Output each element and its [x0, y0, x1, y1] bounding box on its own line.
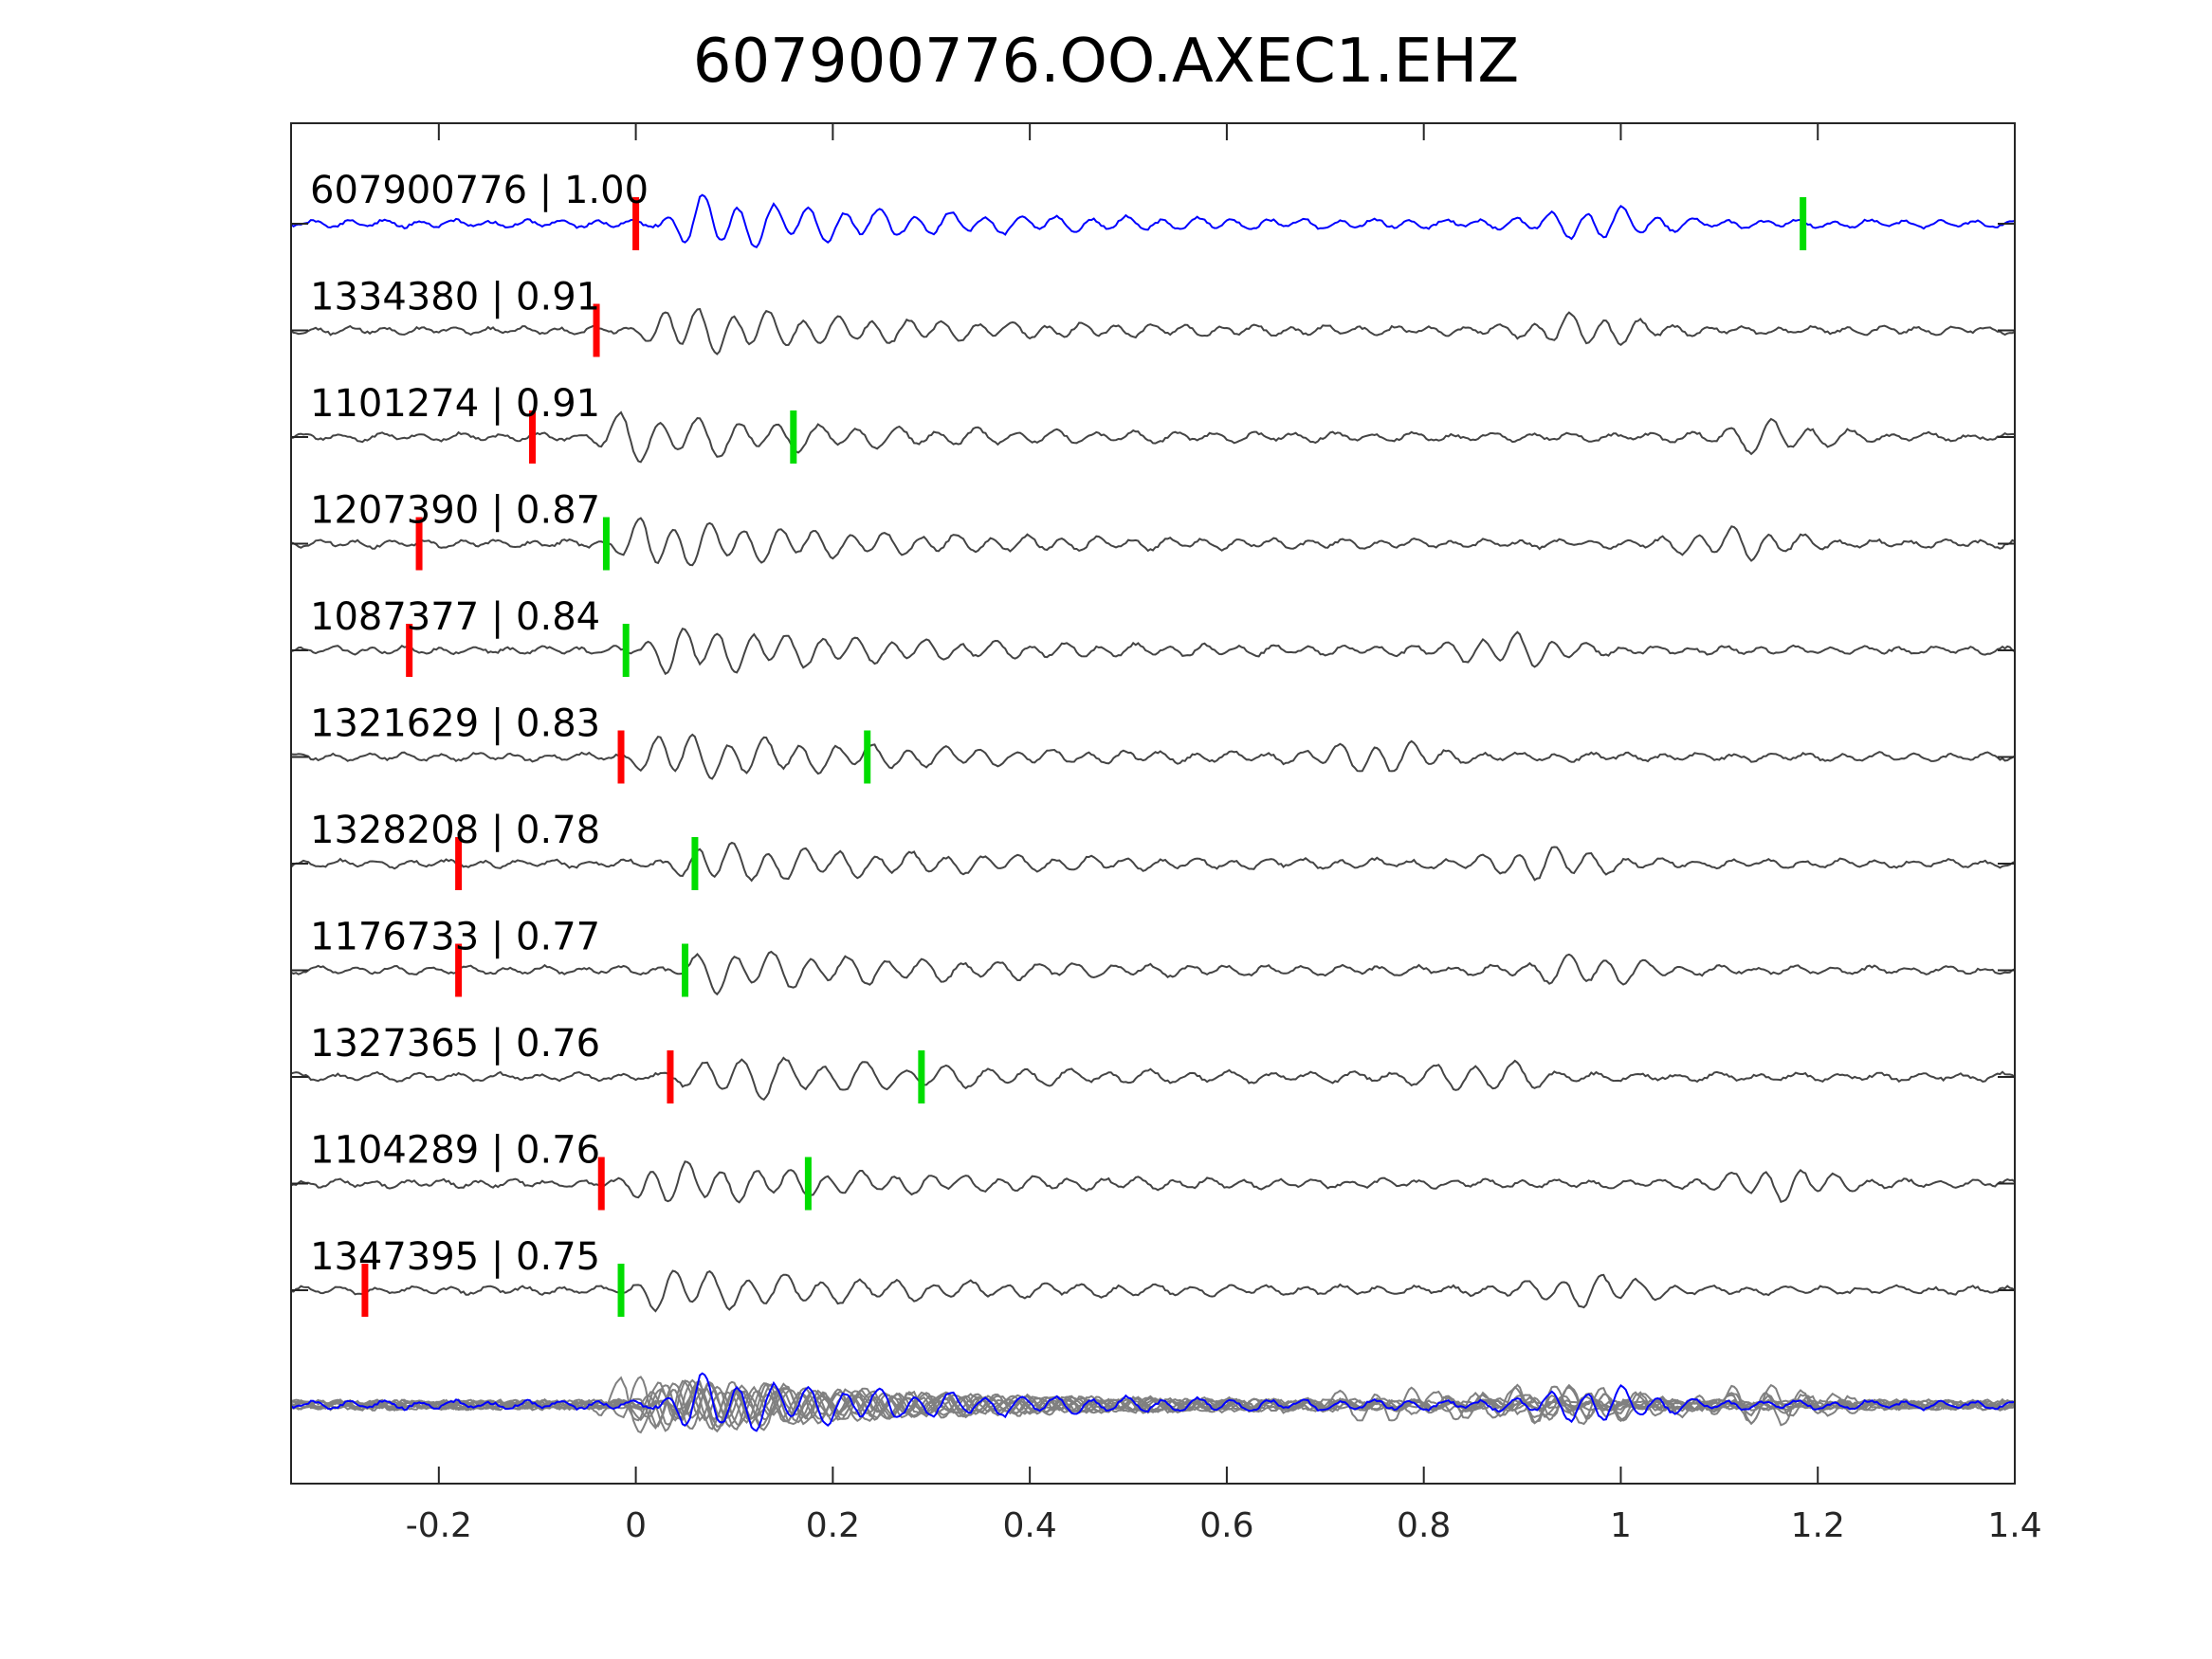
trace-1087377	[290, 628, 2016, 676]
chart-title: 607900776.OO.AXEC1.EHZ	[692, 27, 1520, 97]
trace-1104289	[290, 1160, 2016, 1204]
label-group: 607900776 | 1.00 1334380 | 0.91 1101274 | …	[310, 169, 649, 1279]
x-tick-label-2: 0.2	[806, 1506, 860, 1545]
trace-label-1328208: 1328208 | 0.78	[310, 809, 600, 852]
x-tick-label-4: 0.6	[1199, 1506, 1253, 1545]
trace-label-1176733: 1176733 | 0.77	[310, 916, 600, 959]
trace-label-1327365: 1327365 | 0.76	[310, 1022, 600, 1066]
trace-1328208	[290, 841, 2016, 883]
trace-label-1347395: 1347395 | 0.75	[310, 1235, 600, 1279]
trace-label-1101274: 1101274 | 0.91	[310, 382, 600, 426]
trace-label-1207390: 1207390 | 0.87	[310, 489, 600, 533]
trace-label-1334380: 1334380 | 0.91	[310, 276, 600, 319]
trace-1176733	[290, 950, 2016, 996]
stack-trace-607900776	[290, 1372, 2016, 1432]
trace-label-1104289: 1104289 | 0.76	[310, 1129, 600, 1173]
trace-label-1087377: 1087377 | 0.84	[310, 595, 600, 639]
pick-group	[361, 197, 1807, 1317]
trace-1347395	[290, 1269, 2016, 1313]
trace-group	[290, 193, 2016, 1313]
x-tick-label-6: 1	[1610, 1506, 1632, 1545]
trace-1334380	[290, 307, 2016, 356]
x-tick-label-7: 1.2	[1791, 1506, 1845, 1545]
trace-label-1321629: 1321629 | 0.83	[310, 702, 600, 746]
stack-group	[290, 1372, 2016, 1434]
trace-1321629	[290, 733, 2016, 780]
trace-1101274	[290, 410, 2016, 464]
x-tick-label-1: 0	[625, 1506, 647, 1545]
stack-trace-1101274	[290, 1376, 2016, 1434]
x-tick-label-3: 0.4	[1003, 1506, 1057, 1545]
trace-607900776	[290, 193, 2016, 249]
trace-1207390	[290, 517, 2016, 567]
trace-label-607900776: 607900776 | 1.00	[310, 169, 649, 212]
tick-group: -0.2 0 0.2 0.4 0.6 0.8 1 1.2 1.4	[291, 123, 2042, 1545]
x-tick-label-8: 1.4	[1987, 1506, 2041, 1545]
axes-box	[290, 122, 2016, 1485]
trace-1327365	[290, 1056, 2016, 1102]
x-tick-label-5: 0.8	[1397, 1506, 1451, 1545]
x-tick-label-0: -0.2	[406, 1506, 472, 1545]
